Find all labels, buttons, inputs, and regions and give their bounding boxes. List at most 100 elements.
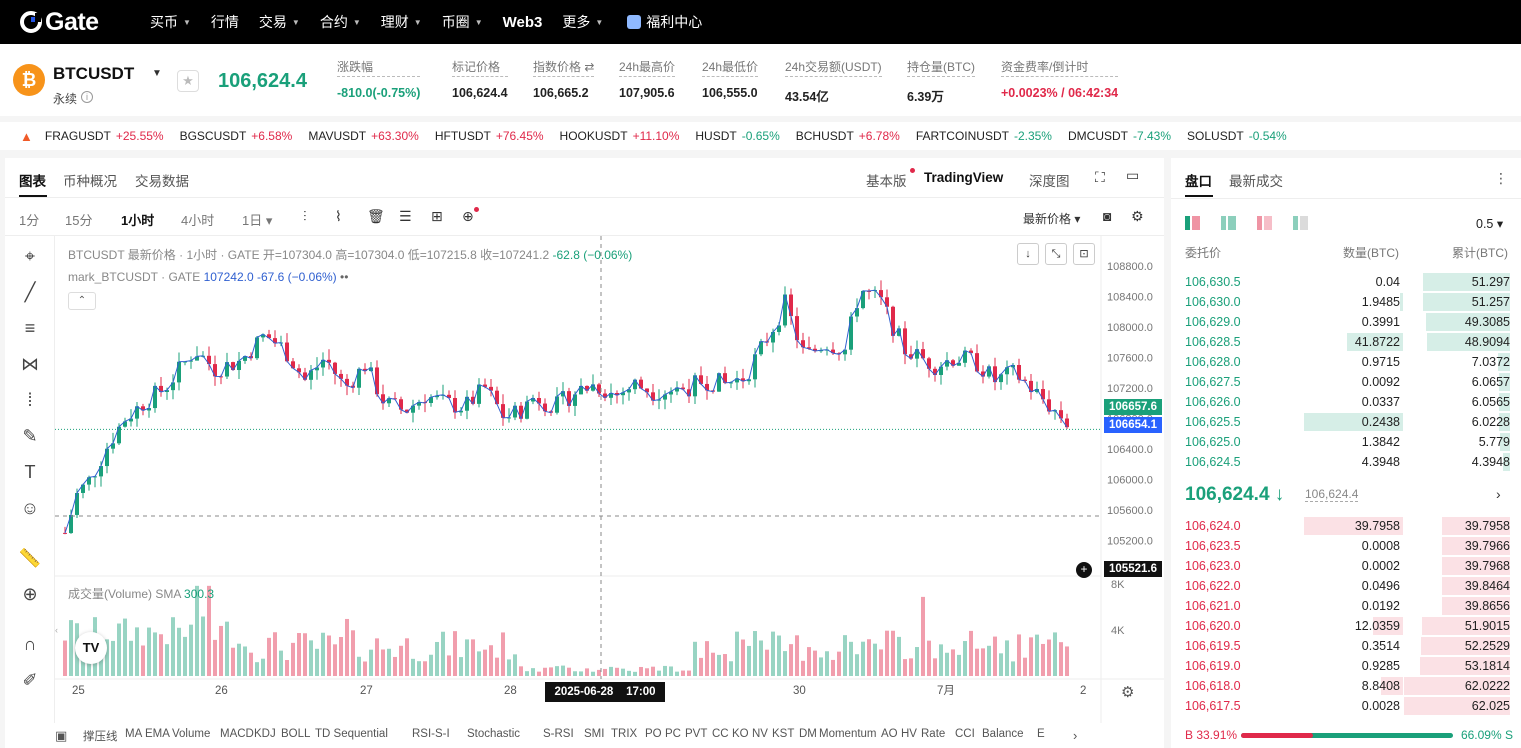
indicator-item[interactable]: DM bbox=[799, 728, 817, 740]
bid-row[interactable]: 106,619.5 0.3514 52.2529 bbox=[1171, 636, 1521, 656]
indicator-item[interactable]: BOLL bbox=[281, 728, 311, 740]
indicator-item[interactable]: Volume bbox=[172, 728, 211, 740]
price-mode-select[interactable]: 最新价格 ▾ bbox=[1023, 212, 1081, 226]
indicator-item[interactable]: AO bbox=[881, 728, 898, 740]
bid-row[interactable]: 106,618.0 8.8408 62.0222 bbox=[1171, 676, 1521, 696]
bid-row[interactable]: 106,617.5 0.0028 62.025 bbox=[1171, 696, 1521, 716]
scroll-down-icon[interactable]: ↓ bbox=[1017, 243, 1039, 265]
view-both-icon[interactable] bbox=[1185, 216, 1202, 230]
nav-item-3[interactable]: 合约 ▼ bbox=[320, 12, 361, 32]
view-depth[interactable]: 深度图 bbox=[1029, 174, 1070, 189]
ask-row[interactable]: 106,624.5 4.3948 4.3948 bbox=[1171, 452, 1521, 472]
indicator-item[interactable]: KDJ bbox=[254, 728, 276, 740]
ask-row[interactable]: 106,627.5 0.0092 6.0657 bbox=[1171, 372, 1521, 392]
indicator-item[interactable]: Momentum bbox=[819, 728, 877, 740]
indicator-item[interactable]: MACD bbox=[220, 728, 254, 740]
tab-coin-overview[interactable]: 币种概况 bbox=[63, 174, 117, 189]
tab-chart[interactable]: 图表 bbox=[19, 174, 46, 189]
hot-market-item[interactable]: FRAGUSDT +25.55% bbox=[45, 129, 164, 143]
tab-latest-trades[interactable]: 最新成交 bbox=[1229, 174, 1283, 189]
precision-select[interactable]: 0.5 ▾ bbox=[1476, 217, 1504, 231]
bid-row[interactable]: 106,621.0 0.0192 39.8656 bbox=[1171, 596, 1521, 616]
bid-row[interactable]: 106,620.0 12.0359 51.9015 bbox=[1171, 616, 1521, 636]
info-icon[interactable]: i bbox=[81, 91, 93, 103]
indicator-item[interactable]: S-RSI bbox=[543, 728, 574, 740]
nav-item-5[interactable]: 币圈 ▼ bbox=[442, 12, 483, 32]
indicator-item[interactable]: TRIX bbox=[611, 728, 638, 740]
view-depth-icon[interactable] bbox=[1293, 216, 1310, 230]
tab-orderbook[interactable]: 盘口 bbox=[1185, 174, 1212, 189]
indicator-item[interactable]: SMI bbox=[584, 728, 605, 740]
candle-type-icon[interactable]: ⫶ bbox=[303, 208, 307, 224]
nav-item-1[interactable]: 行情 bbox=[211, 12, 239, 32]
text-icon[interactable]: T bbox=[24, 462, 36, 482]
hot-market-item[interactable]: BCHUSDT +6.78% bbox=[796, 129, 900, 143]
channel-icon[interactable]: ≡ bbox=[24, 318, 36, 338]
chevron-right-icon[interactable]: › bbox=[1073, 728, 1078, 743]
favorite-star-button[interactable]: ★ bbox=[177, 70, 199, 92]
indicator-item[interactable]: E bbox=[1037, 728, 1045, 740]
view-tradingview[interactable]: TradingView bbox=[924, 170, 1004, 185]
hot-market-item[interactable]: FARTCOINUSDT -2.35% bbox=[916, 129, 1052, 143]
indicator-item[interactable]: HV bbox=[901, 728, 917, 740]
ruler-icon[interactable]: 📏 bbox=[18, 548, 42, 568]
indicator-item[interactable]: Rate bbox=[921, 728, 946, 740]
candlestick-chart[interactable]: 108800.0 108400.0 108000.0 107600.0 107200.0… bbox=[55, 236, 1164, 723]
chart-area[interactable]: 108800.0 108400.0 108000.0 107600.0 107200.0… bbox=[55, 236, 1164, 748]
bid-row[interactable]: 106,623.0 0.0002 39.7968 bbox=[1171, 556, 1521, 576]
nav-item-6[interactable]: Web3 bbox=[503, 14, 543, 31]
nav-item-2[interactable]: 交易 ▼ bbox=[259, 12, 300, 32]
add-alert-icon[interactable]: + bbox=[1076, 562, 1092, 578]
interval-1h[interactable]: 1小时 bbox=[121, 213, 155, 228]
axis-settings-icon[interactable]: ⚙ bbox=[1121, 684, 1135, 701]
hot-market-item[interactable]: HFTUSDT +76.45% bbox=[435, 129, 544, 143]
hot-market-item[interactable]: HOOKUSDT +11.10% bbox=[560, 129, 680, 143]
interval-15m[interactable]: 15分 bbox=[65, 213, 93, 228]
ask-row[interactable]: 106,625.0 1.3842 5.779 bbox=[1171, 432, 1521, 452]
ask-row[interactable]: 106,625.5 0.2438 6.0228 bbox=[1171, 412, 1521, 432]
indicator-item[interactable]: RSI-S-I bbox=[412, 728, 450, 740]
indicator-item[interactable]: NV bbox=[752, 728, 768, 740]
interval-4h[interactable]: 4小时 bbox=[181, 213, 215, 228]
emoji-icon[interactable]: ☺ bbox=[20, 498, 40, 518]
lock-draw-icon[interactable]: ✐ bbox=[22, 670, 38, 690]
zoom-icon[interactable]: ⊕ bbox=[22, 584, 38, 604]
tradingview-logo[interactable]: TV bbox=[75, 632, 107, 664]
collapse-legend-button[interactable]: ⌃ bbox=[68, 292, 96, 310]
ask-row[interactable]: 106,628.5 41.8722 48.9094 bbox=[1171, 332, 1521, 352]
bid-row[interactable]: 106,624.0 39.7958 39.7958 bbox=[1171, 516, 1521, 536]
bid-row[interactable]: 106,623.5 0.0008 39.7966 bbox=[1171, 536, 1521, 556]
indicator-item[interactable]: CC bbox=[712, 728, 729, 740]
hot-market-item[interactable]: HUSDT -0.65% bbox=[695, 129, 779, 143]
hot-market-item[interactable]: DMCUSDT -7.43% bbox=[1068, 129, 1171, 143]
indicator-icon[interactable]: ⌇ bbox=[335, 208, 342, 224]
camera-icon[interactable]: ◙ bbox=[1103, 208, 1112, 224]
ask-row[interactable]: 106,628.0 0.9715 7.0372 bbox=[1171, 352, 1521, 372]
brush-icon[interactable]: ✎ bbox=[22, 426, 38, 446]
hot-market-item[interactable]: MAVUSDT +63.30% bbox=[308, 129, 419, 143]
fullscreen-icon[interactable]: ⛶ bbox=[1095, 169, 1105, 185]
collapse-icon[interactable]: ⤡ bbox=[1045, 243, 1067, 265]
view-bids-icon[interactable] bbox=[1221, 216, 1238, 230]
indicator-item[interactable]: EMA bbox=[145, 728, 170, 740]
bid-row[interactable]: 106,622.0 0.0496 39.8464 bbox=[1171, 576, 1521, 596]
settings-icon[interactable]: ⚙ bbox=[1131, 208, 1144, 224]
layout-grid-icon[interactable]: ⊞ bbox=[431, 208, 443, 224]
view-basic[interactable]: 基本版 bbox=[866, 174, 907, 189]
more-options-icon[interactable]: ⋮ bbox=[1494, 170, 1508, 186]
indicator-item[interactable]: 撑压线 bbox=[83, 731, 118, 743]
nav-item-4[interactable]: 理财 ▼ bbox=[381, 12, 422, 32]
trendline-icon[interactable]: ╱ bbox=[24, 282, 36, 302]
nav-item-0[interactable]: 买币 ▼ bbox=[150, 12, 191, 32]
hot-market-item[interactable]: SOLUSDT -0.54% bbox=[1187, 129, 1287, 143]
pair-name[interactable]: BTCUSDT bbox=[53, 64, 135, 83]
interval-1d[interactable]: 1日 ▾ bbox=[242, 213, 273, 228]
calendar-icon[interactable]: ▣ bbox=[55, 728, 68, 743]
magnet-icon[interactable]: ∩ bbox=[23, 634, 37, 654]
indicator-item[interactable]: PC bbox=[665, 728, 681, 740]
view-asks-icon[interactable] bbox=[1257, 216, 1274, 230]
indicator-item[interactable]: KST bbox=[772, 728, 795, 740]
ask-row[interactable]: 106,626.0 0.0337 6.0565 bbox=[1171, 392, 1521, 412]
chevron-right-icon[interactable]: › bbox=[1496, 486, 1501, 502]
indicator-item[interactable]: CCI bbox=[955, 728, 975, 740]
